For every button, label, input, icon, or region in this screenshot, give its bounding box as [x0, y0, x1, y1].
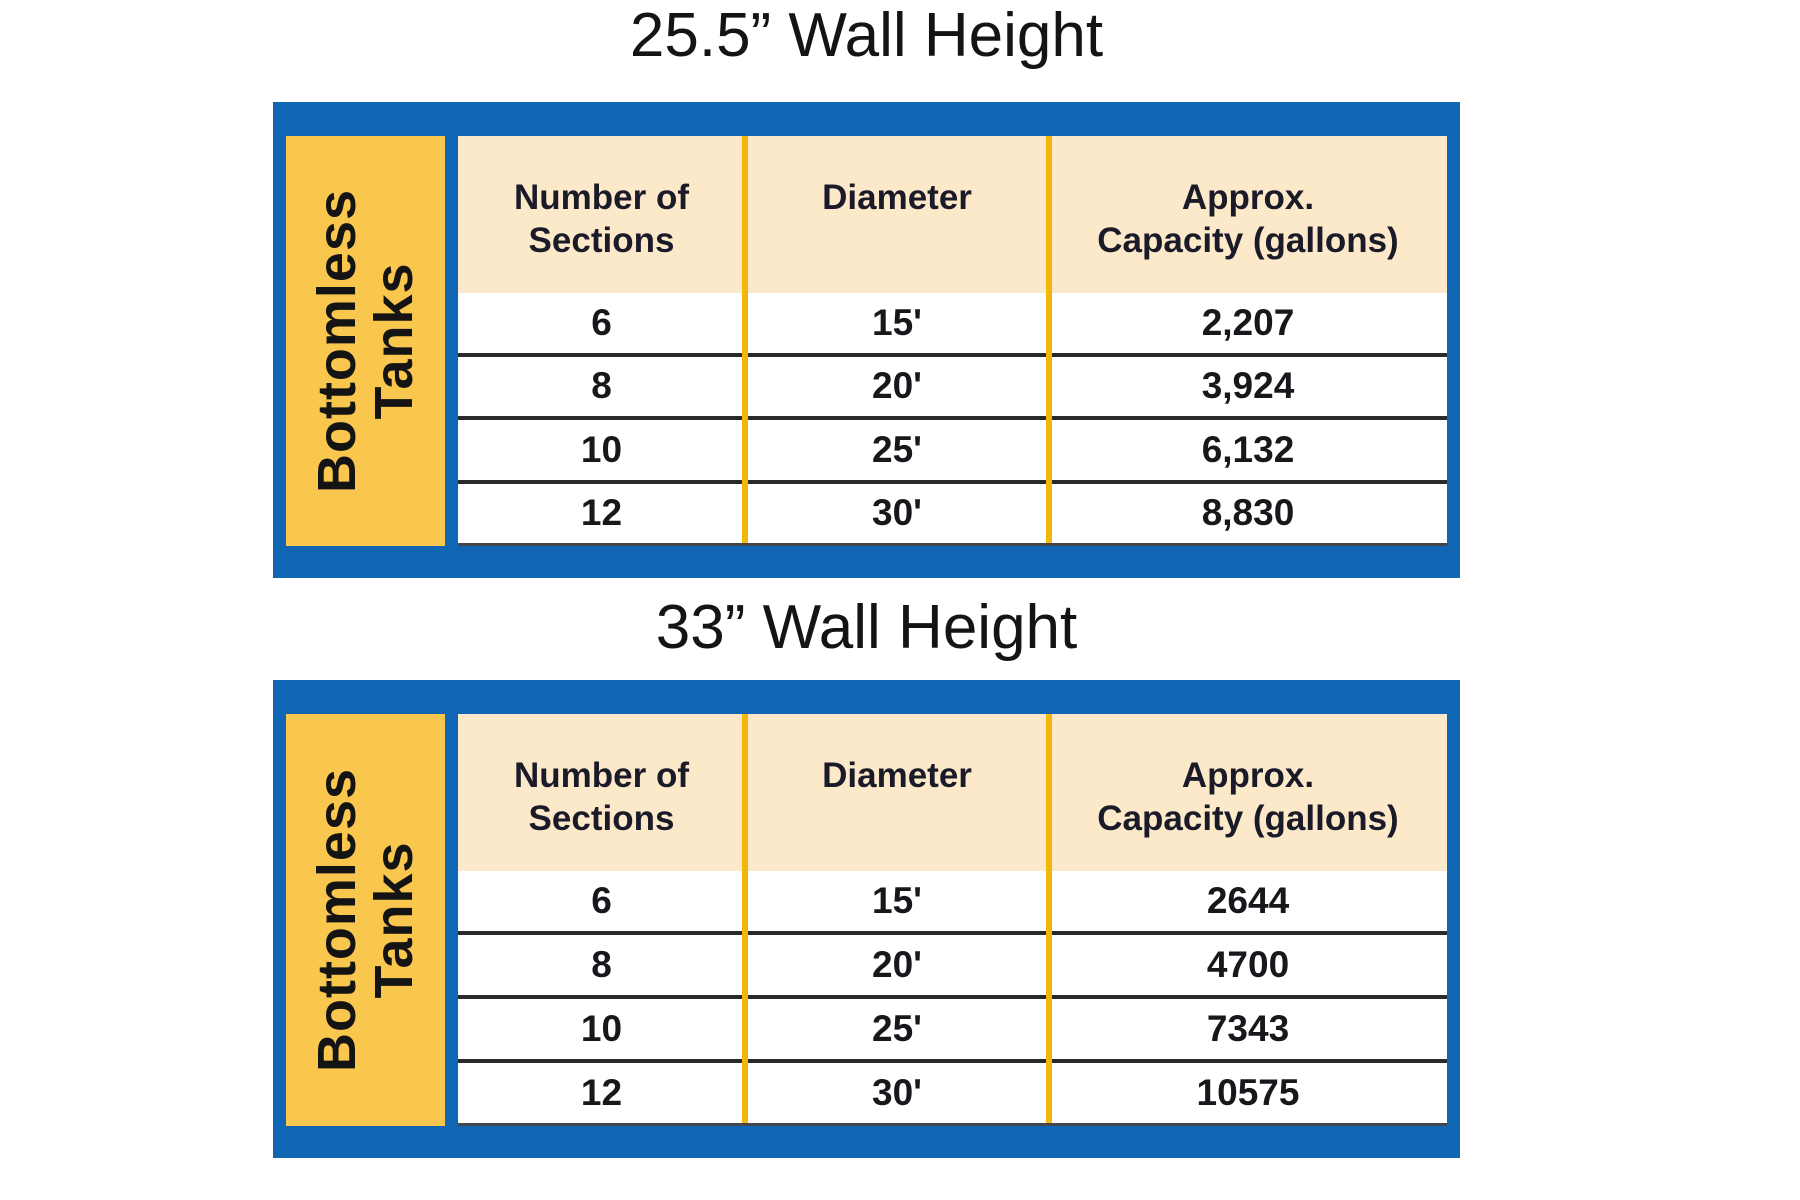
- table-row: 6 15' 2644: [458, 871, 1447, 931]
- table1-sidebar: Bottomless Tanks: [286, 136, 445, 546]
- header-diameter: Diameter: [745, 136, 1049, 293]
- cell-diameter: 30': [872, 492, 922, 534]
- cell-capacity: 6,132: [1201, 428, 1295, 470]
- header-line2: Sections: [528, 220, 675, 260]
- header-line1: Number of: [514, 755, 689, 795]
- table1-header-row: Number of Sections Diameter Approx. Capa…: [458, 136, 1447, 293]
- cell-capacity: 2644: [1206, 880, 1290, 921]
- header-line2: Sections: [528, 798, 675, 838]
- sidebar-label-line1: Bottomless: [306, 767, 367, 1073]
- header-line2: Capacity (gallons): [1097, 220, 1399, 260]
- header-line2: Capacity (gallons): [1097, 798, 1399, 838]
- cell-sections: 8: [591, 365, 612, 407]
- table2-sidebar-label: Bottomless Tanks: [306, 767, 424, 1073]
- sidebar-divider: [445, 136, 458, 546]
- header-number-of-sections: Number of Sections: [458, 136, 745, 293]
- cell-capacity: 10575: [1196, 1072, 1300, 1113]
- header-number-of-sections: Number of Sections: [458, 714, 745, 871]
- cell-sections: 12: [580, 492, 623, 534]
- cell-sections: 10: [580, 428, 623, 470]
- cell-sections: 6: [591, 301, 612, 343]
- table2-title: 33” Wall Height: [655, 593, 1078, 662]
- header-line1: Approx.: [1181, 177, 1315, 217]
- cell-diameter: 15': [872, 301, 922, 343]
- sidebar-label-line2: Tanks: [363, 262, 424, 420]
- cell-diameter: 20': [872, 944, 922, 985]
- table1-title: 25.5” Wall Height: [629, 1, 1104, 70]
- cell-diameter: 25': [872, 1008, 922, 1049]
- sidebar-divider: [445, 714, 458, 1126]
- table-row: 10 25' 6,132: [458, 416, 1447, 480]
- table1-inner: Bottomless Tanks Number of Sections Diam…: [286, 136, 1447, 546]
- column-separator: [742, 714, 748, 1123]
- header-line1: Number of: [514, 177, 689, 217]
- cell-diameter: 30': [872, 1072, 922, 1113]
- header-approx-capacity: Approx. Capacity (gallons): [1049, 714, 1447, 871]
- table1-sidebar-label: Bottomless Tanks: [306, 188, 424, 494]
- table1-grid: Number of Sections Diameter Approx. Capa…: [458, 136, 1447, 546]
- header-approx-capacity: Approx. Capacity (gallons): [1049, 136, 1447, 293]
- header-line1: Diameter: [822, 177, 972, 217]
- sidebar-label-line1: Bottomless: [306, 188, 367, 494]
- cell-diameter: 25': [872, 428, 922, 470]
- cell-sections: 8: [591, 944, 612, 985]
- table2-grid: Number of Sections Diameter Approx. Capa…: [458, 714, 1447, 1126]
- table-row: 6 15' 2,207: [458, 293, 1447, 353]
- table2-header-row: Number of Sections Diameter Approx. Capa…: [458, 714, 1447, 871]
- table-row: 8 20' 3,924: [458, 352, 1447, 416]
- cell-diameter: 20': [872, 365, 922, 407]
- column-separator: [1046, 136, 1052, 543]
- table-row: 8 20' 4700: [458, 931, 1447, 995]
- table1-panel: Bottomless Tanks Number of Sections Diam…: [273, 102, 1460, 578]
- column-separator: [742, 136, 748, 543]
- cell-diameter: 15': [872, 880, 922, 921]
- cell-capacity: 4700: [1206, 944, 1290, 985]
- cell-sections: 6: [591, 880, 612, 921]
- table2-panel: Bottomless Tanks Number of Sections Diam…: [273, 680, 1460, 1158]
- cell-capacity: 2,207: [1201, 301, 1295, 343]
- table-row: 12 30' 8,830: [458, 479, 1447, 543]
- cell-capacity: 7343: [1206, 1008, 1290, 1049]
- table2-sidebar: Bottomless Tanks: [286, 714, 445, 1126]
- column-separator: [1046, 714, 1052, 1123]
- sidebar-label-line2: Tanks: [363, 841, 424, 999]
- table2-inner: Bottomless Tanks Number of Sections Diam…: [286, 714, 1447, 1126]
- header-line1: Diameter: [822, 755, 972, 795]
- header-line1: Approx.: [1181, 755, 1315, 795]
- header-diameter: Diameter: [745, 714, 1049, 871]
- table-row: 10 25' 7343: [458, 995, 1447, 1059]
- table-row: 12 30' 10575: [458, 1059, 1447, 1123]
- cell-sections: 10: [580, 1008, 623, 1049]
- cell-sections: 12: [580, 1072, 623, 1113]
- cell-capacity: 8,830: [1201, 492, 1295, 534]
- cell-capacity: 3,924: [1201, 365, 1295, 407]
